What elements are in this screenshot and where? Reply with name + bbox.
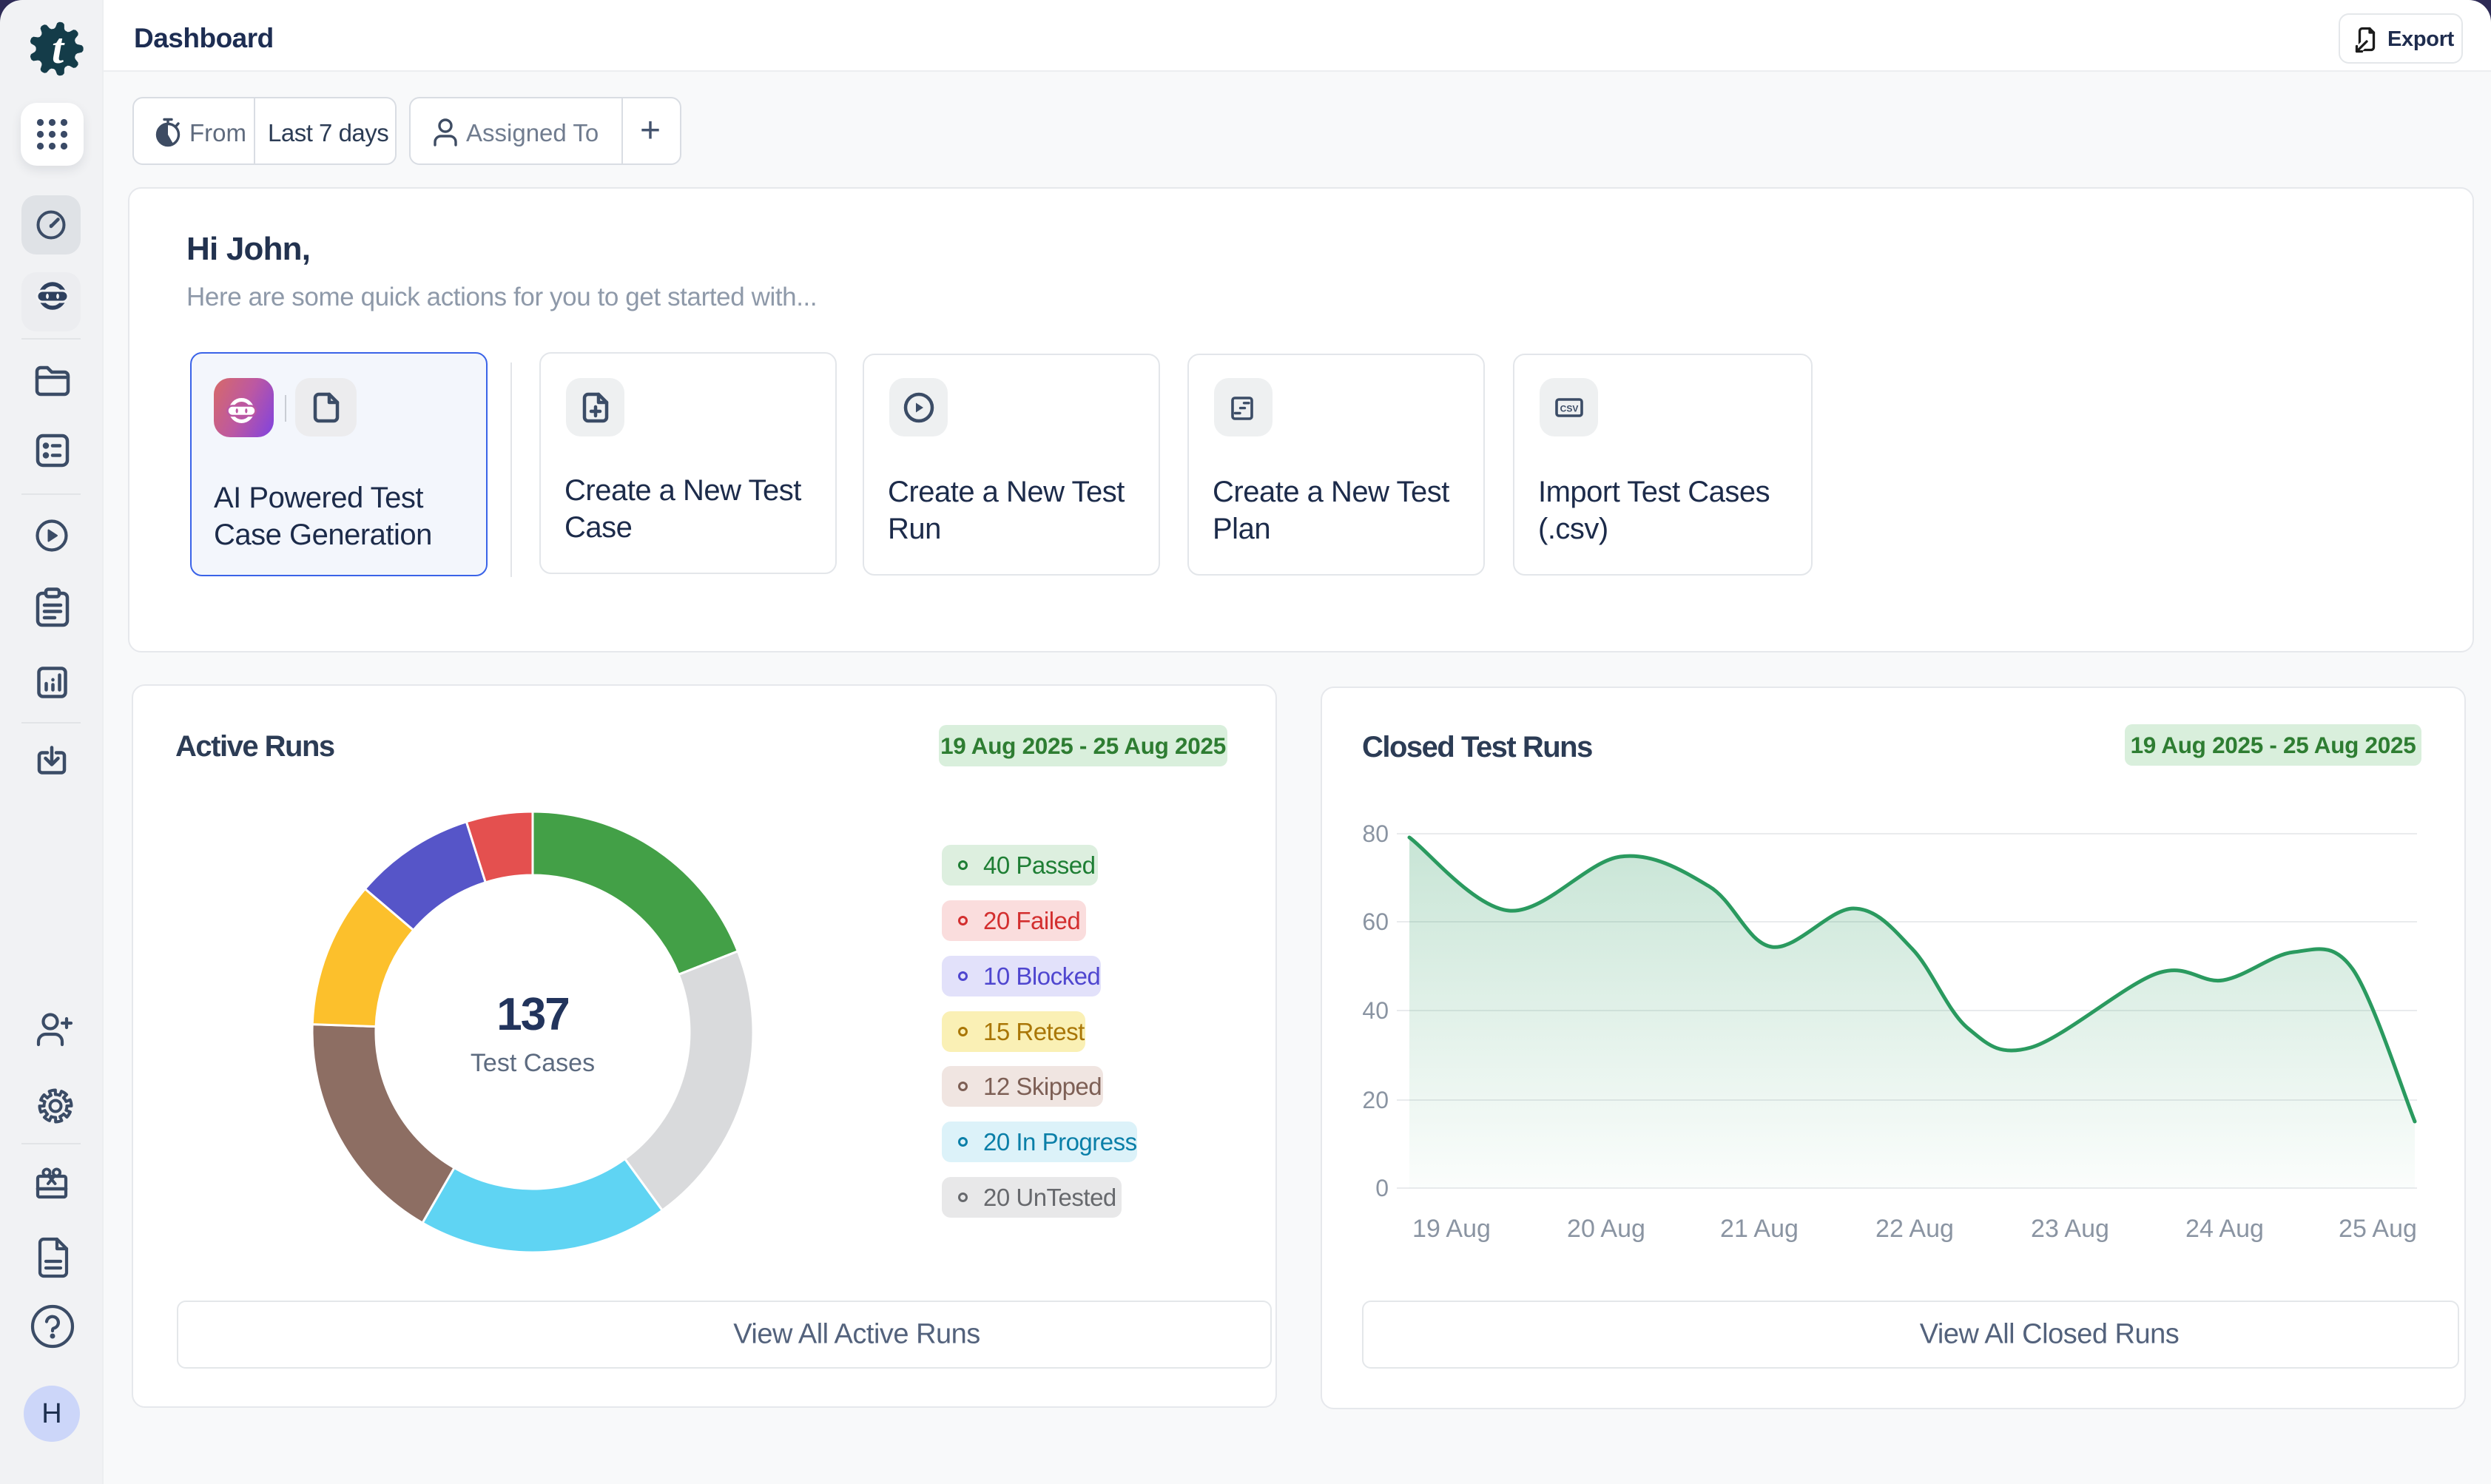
- svg-text:24 Aug: 24 Aug: [2185, 1215, 2264, 1243]
- svg-text:20 Aug: 20 Aug: [1567, 1215, 1645, 1243]
- svg-text:CSV: CSV: [1560, 404, 1579, 414]
- svg-text:19 Aug: 19 Aug: [1412, 1215, 1491, 1243]
- svg-text:25 Aug: 25 Aug: [2339, 1215, 2417, 1243]
- svg-text:40: 40: [1362, 997, 1389, 1024]
- svg-text:60: 60: [1362, 908, 1389, 935]
- svg-text:20: 20: [1362, 1087, 1389, 1113]
- svg-text:21 Aug: 21 Aug: [1720, 1215, 1799, 1243]
- svg-text:22 Aug: 22 Aug: [1875, 1215, 1954, 1243]
- svg-text:0: 0: [1375, 1175, 1389, 1201]
- svg-text:t: t: [52, 24, 65, 72]
- svg-text:23 Aug: 23 Aug: [2031, 1215, 2109, 1243]
- svg-text:80: 80: [1362, 820, 1389, 847]
